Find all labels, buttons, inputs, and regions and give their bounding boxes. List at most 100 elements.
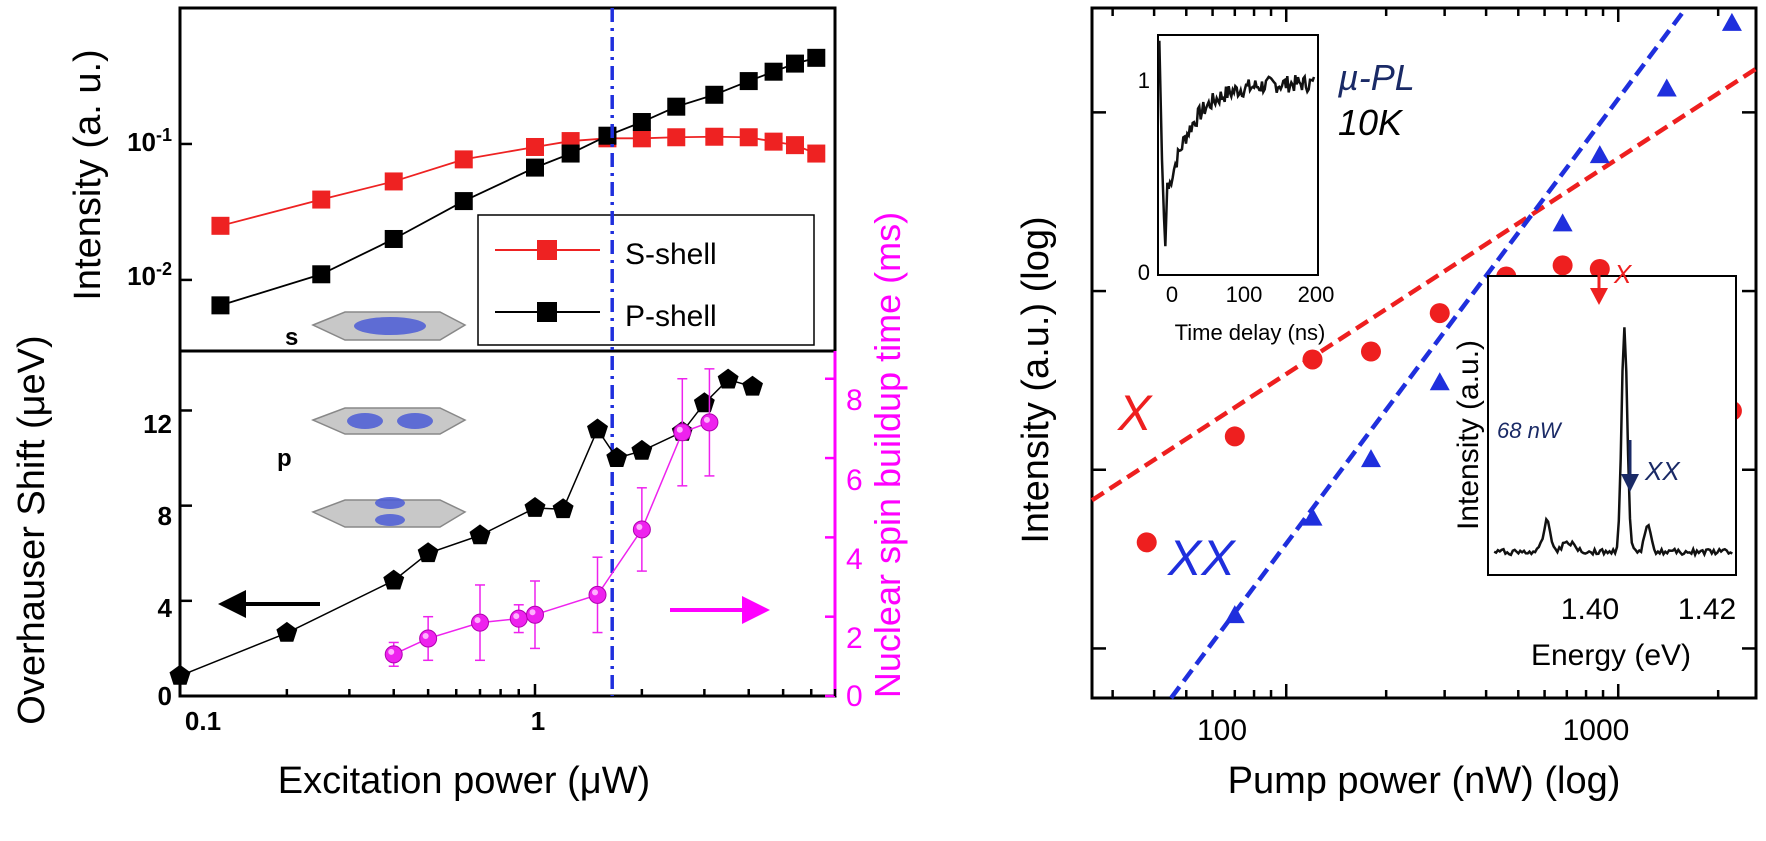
point-s-shell-7 [632,129,651,148]
legend-label-p-shell: P-shell [625,300,717,333]
point-p-shell-10 [739,72,758,91]
left-top-ytick-1: 10-1 [127,125,172,157]
rtick-2: 2 [846,622,863,655]
x-point-2 [1302,349,1323,370]
left-top-ylabel: Intensity (a. u.) [67,49,109,300]
fit-line-0 [1090,66,1758,503]
rtick-0: 0 [846,680,863,713]
point-p-shell-8 [667,97,686,116]
r-xtick-1000: 1000 [1563,714,1630,747]
label-mu-pl: µ-PL [1337,57,1415,98]
point-p-shell-11 [764,62,783,81]
overhauser-point-13 [742,375,763,396]
point-p-shell-2 [384,229,403,248]
xx-point-3 [1429,372,1450,391]
buildup-highlight-8 [703,416,710,423]
buildup-highlight-6 [636,523,643,530]
point-s-shell-9 [705,127,724,146]
left-top-ytick-2: 10-2 [127,259,172,291]
left-top-ticks [180,142,192,282]
point-s-shell-1 [312,190,331,209]
inset-bottom-frame [1487,275,1737,576]
buildup-highlight-5 [592,589,599,596]
buildup-line [393,421,710,656]
rtick-4: 4 [846,543,863,576]
point-s-shell-8 [667,128,686,147]
r-xtick-100: 100 [1197,714,1247,747]
point-p-shell-7 [632,113,651,132]
inset-top-ytick-0: 0 [1138,260,1150,285]
left-bottom-xlabel: Excitation power (μW) [278,760,650,802]
rtick-6: 6 [846,464,863,497]
legend-label-s-shell: S-shell [625,238,717,271]
inset-top-xtick-100: 100 [1226,282,1263,307]
x-point-3 [1360,341,1381,362]
buildup-highlight-7 [676,426,683,433]
label-temperature: 10K [1338,102,1404,143]
buildup-highlight-4 [529,609,536,616]
lb-xtick-1: 1 [531,706,545,736]
inset-top-frame [1157,34,1319,276]
lb-ytick-8: 8 [158,501,172,531]
lb-ytick-12: 12 [143,409,172,439]
label-xx: XX [1167,530,1236,586]
overhauser-point-4 [469,524,491,545]
left-top-series [211,48,826,315]
p-dot-sketch-lower [311,497,467,528]
peak-x-label: X [1613,259,1633,289]
buildup-highlight-3 [513,613,520,620]
inset-time-delay: 1 0 0 100 200 Time delay (ns) [1138,34,1334,345]
left-bottom-ylabel: Overhauser Shift (μeV) [11,335,53,724]
overhauser-point-3 [417,542,439,563]
s-shell-label: s [285,324,298,351]
rtick-8: 8 [846,384,863,417]
right-ylabel: Intensity (a.u.) (log) [1015,216,1057,543]
label-x: X [1117,385,1153,441]
point-s-shell-13 [807,144,826,163]
point-p-shell-4 [525,158,544,177]
peak-xx-label: XX [1644,456,1681,486]
buildup-point-6 [632,520,651,539]
point-p-shell-5 [561,144,580,163]
x-point-0 [1136,532,1157,553]
xx-point-6 [1589,145,1610,164]
point-s-shell-11 [764,132,783,151]
fit-line-1 [1169,6,1688,700]
buildup-point-5 [588,585,607,604]
point-s-shell-2 [384,172,403,191]
inset-bottom-ylabel: Intensity (a.u.) [1452,340,1485,530]
inset-spectrum: 1.40 1.42 Energy (eV) Intensity (a.u.) 6… [1452,259,1737,672]
point-p-shell-9 [705,85,724,104]
buildup-point-0 [384,645,403,664]
legend-box [477,214,815,346]
lb-ytick-4: 4 [158,593,173,623]
buildup-point-8 [700,413,719,432]
xx-point-5 [1552,213,1573,232]
xx-point-1 [1302,507,1323,526]
right-ylabel: Nuclear spin buildup time (ms) [867,212,908,698]
overhauser-point-1 [276,621,298,642]
lb-ytick-0: 0 [158,681,172,711]
inset-top-xlabel: Time delay (ns) [1175,320,1326,345]
point-p-shell-13 [807,48,826,67]
overhauser-line [179,378,753,677]
left-top-ytick-2-exp: -2 [156,259,172,279]
overhauser-point-8 [606,447,628,467]
left-top-panel: 10-1 10-2 Intensity (a. u.) S-shell P-sh… [67,6,837,353]
series-line-s-shell [220,135,817,227]
left-bottom-series [169,368,763,685]
legend-marker-s-shell [537,240,557,260]
inset-bottom-trace [1493,327,1733,559]
inset-top-trace [1158,40,1316,247]
point-s-shell-10 [739,128,758,147]
right-arrow [670,596,770,624]
left-top-legend: S-shell P-shell [477,214,815,346]
buildup-highlight-2 [474,617,481,624]
xx-point-2 [1360,449,1381,468]
point-p-shell-0 [211,296,230,315]
point-s-shell-12 [785,136,804,155]
left-top-ytick-2-base: 10 [127,261,156,291]
inset-bottom-xtick-1.40: 1.40 [1561,593,1619,626]
right-panel: 100 1000 Pump power (nW) (log) Intensity… [1015,6,1758,802]
